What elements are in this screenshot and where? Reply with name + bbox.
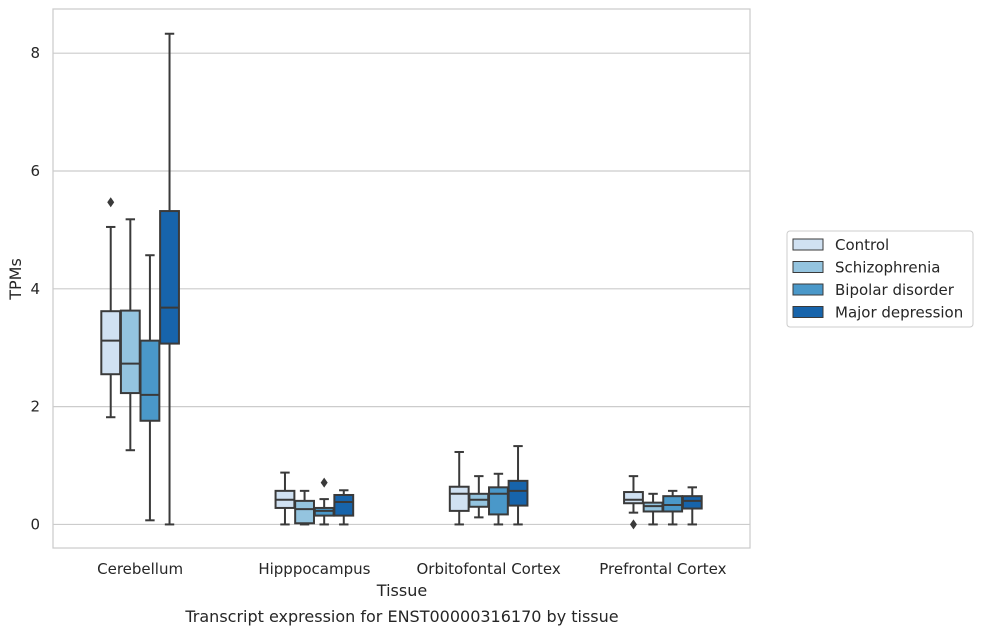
chart-title: Transcript expression for ENST0000031617… (184, 607, 618, 626)
grid-lines (53, 52, 750, 526)
box (623, 475, 644, 530)
box-iqr (159, 210, 180, 345)
box (488, 472, 509, 526)
box-iqr (333, 493, 355, 517)
box-iqr (662, 495, 684, 513)
outlier-point (629, 519, 637, 530)
box (159, 32, 180, 526)
box-iqr (119, 309, 141, 395)
legend-label: Bipolar disorder (835, 281, 955, 299)
box (448, 450, 470, 526)
box-groups (100, 32, 703, 530)
box (119, 218, 141, 452)
box (333, 489, 355, 526)
y-tick-label: 2 (30, 398, 40, 416)
legend-swatch (792, 306, 824, 318)
y-tick-labels: 0 2 4 6 8 (30, 44, 40, 533)
series-major-depression (159, 32, 703, 526)
x-tick-label: Prefrontal Cortex (599, 560, 726, 578)
box (313, 477, 335, 526)
series-schizophrenia (119, 218, 664, 526)
box-iqr (681, 495, 703, 510)
x-tick-label: Hipppocampus (258, 560, 370, 578)
box (681, 486, 703, 526)
legend: Control Schizophrenia Bipolar disorder Majo… (786, 230, 974, 328)
legend-label: Schizophrenia (835, 259, 940, 277)
legend-label: Control (835, 236, 889, 254)
outlier-point (107, 197, 115, 208)
box-iqr (488, 486, 509, 516)
series-control (100, 197, 644, 530)
y-tick-label: 8 (30, 44, 40, 62)
y-axis-label: TPMs (6, 258, 25, 301)
legend-swatch (792, 238, 824, 251)
box-iqr (100, 310, 122, 376)
box-iqr (294, 499, 315, 525)
y-tick-label: 0 (30, 515, 40, 533)
box-iqr (507, 479, 529, 507)
box (662, 489, 684, 526)
y-tick-label: 6 (30, 162, 40, 180)
x-tick-label: Cerebellum (97, 560, 183, 578)
x-tick-labels: Cerebellum Hipppocampus Orbitofontal Corte… (97, 560, 726, 578)
box (294, 489, 315, 526)
x-tick-label: Orbitofontal Cortex (417, 560, 561, 578)
box-iqr (139, 339, 161, 422)
plot-frame (52, 8, 751, 549)
legend-swatch (792, 261, 824, 273)
box (468, 475, 490, 519)
box (274, 471, 296, 526)
legend-frame (786, 230, 974, 328)
box (139, 254, 161, 522)
legend-swatch (792, 283, 824, 296)
box (507, 445, 529, 526)
box-iqr (623, 491, 644, 505)
box-iqr (448, 485, 470, 512)
series-bipolar-disorder (139, 254, 684, 526)
legend-label: Major depression (835, 304, 963, 322)
box (100, 197, 122, 419)
outlier-point (320, 477, 328, 488)
x-axis-label: Tissue (376, 581, 427, 600)
y-tick-label: 4 (30, 280, 40, 298)
box (642, 492, 664, 526)
